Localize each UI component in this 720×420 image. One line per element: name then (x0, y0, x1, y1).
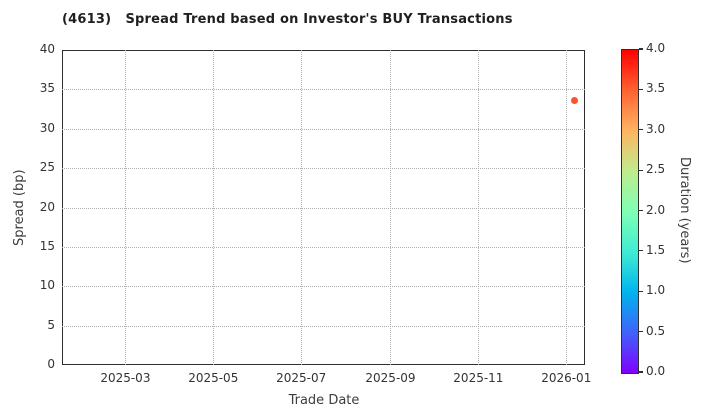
colorbar-tick-label: 3.5 (646, 81, 666, 96)
colorbar-tick-label: 0.5 (646, 323, 666, 338)
x-tick-label: 2025-09 (365, 371, 416, 385)
y-tick-label: 35 (39, 81, 55, 96)
y-tick-label: 5 (47, 317, 55, 332)
y-gridline (62, 128, 585, 130)
y-gridline (62, 286, 585, 288)
colorbar-tick-label: 2.0 (646, 202, 666, 217)
y-gridline (62, 89, 585, 91)
chart-title: (4613) Spread Trend based on Investor's … (62, 12, 513, 27)
y-gridline (62, 168, 585, 170)
colorbar-tick-label: 4.0 (646, 41, 666, 55)
y-gridline (62, 207, 585, 209)
x-axis-label: Trade Date (288, 393, 360, 408)
colorbar-tick (639, 290, 643, 292)
y-tick-label: 20 (39, 199, 55, 214)
colorbar-tick (639, 169, 643, 171)
x-tick-label: 2025-03 (100, 371, 151, 385)
x-tick-label: 2025-11 (453, 371, 504, 385)
y-tick-label: 10 (39, 278, 55, 293)
y-gridline (62, 325, 585, 327)
x-tick-label: 2025-05 (188, 371, 239, 385)
y-tick-label: 25 (39, 160, 55, 175)
colorbar-tick (639, 209, 643, 212)
colorbar-tick-label: 0.0 (646, 364, 666, 378)
colorbar-tick (639, 331, 643, 333)
y-tick-label: 0 (47, 357, 55, 371)
colorbar-tick (639, 371, 643, 373)
colorbar-label: Duration (years) (677, 157, 692, 264)
y-tick-label: 30 (39, 120, 55, 135)
x-tick-label: 2026-01 (541, 371, 592, 385)
data-point (571, 96, 579, 104)
colorbar-tick-label: 1.0 (646, 283, 666, 298)
colorbar-tick-label: 3.0 (646, 121, 666, 136)
colorbar-tick-label: 1.5 (646, 242, 666, 257)
colorbar-tick (639, 250, 643, 252)
colorbar-tick (639, 48, 643, 50)
colorbar-tick (639, 88, 643, 90)
y-tick-label: 15 (39, 238, 55, 253)
colorbar (621, 49, 639, 374)
colorbar-tick-label: 2.5 (646, 162, 666, 177)
x-tick-label: 2025-07 (276, 371, 327, 385)
colorbar-tick (639, 129, 643, 131)
y-gridline (62, 246, 585, 248)
y-tick-label: 40 (39, 42, 55, 56)
